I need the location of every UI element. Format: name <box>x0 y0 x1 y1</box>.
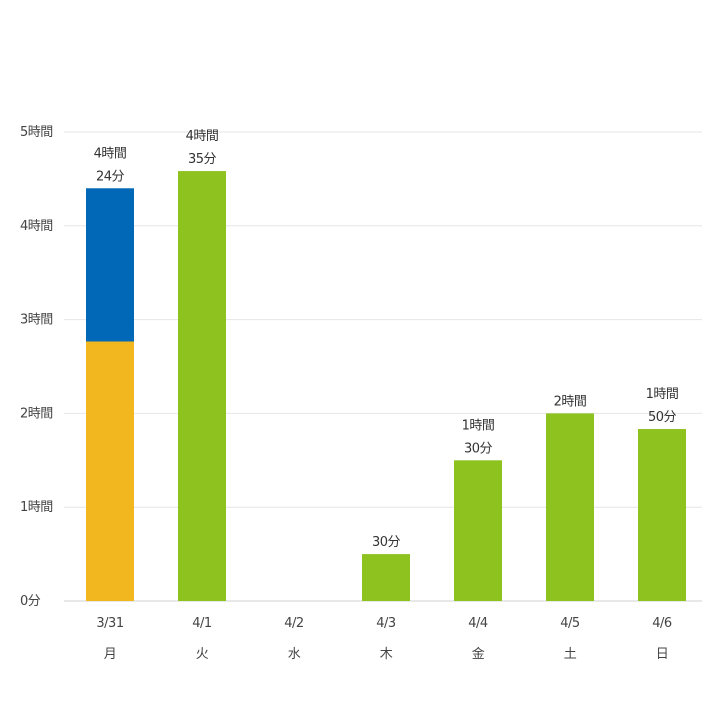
data-label: 30分 <box>464 441 493 456</box>
data-label: 4時間 <box>94 146 127 161</box>
y-tick-label: 2時間 <box>20 406 53 421</box>
data-label: 50分 <box>648 410 677 425</box>
bar-segment <box>454 460 502 601</box>
x-tick-day: 土 <box>564 647 577 662</box>
bar-segment <box>362 554 410 601</box>
x-tick-day: 金 <box>472 646 485 662</box>
bars <box>86 171 686 602</box>
y-tick-label: 4時間 <box>20 219 53 234</box>
x-tick-day: 月 <box>104 647 117 662</box>
data-label: 35分 <box>188 152 217 167</box>
x-tick-date: 4/3 <box>376 616 396 631</box>
bar-segment <box>86 341 134 601</box>
x-tick-date: 4/4 <box>468 616 488 631</box>
x-tick-date: 4/6 <box>652 616 672 631</box>
x-tick-day: 木 <box>380 647 393 662</box>
data-labels: 4時間 24分 4時間 35分 30分 1時間 30分 2時間 1時間 50分 <box>94 129 679 550</box>
x-tick-day: 水 <box>288 647 301 662</box>
y-axis-ticks: 0分 1時間 2時間 3時間 4時間 5時間 <box>20 125 53 609</box>
bar-segment <box>638 429 686 601</box>
x-tick-day: 火 <box>196 647 209 662</box>
bar-segment <box>546 413 594 601</box>
data-label: 30分 <box>372 535 401 550</box>
x-tick-day: 日 <box>656 647 669 662</box>
x-axis-labels: 3/31 月 4/1 火 4/2 水 4/3 木 4/4 金 4/5 土 4/6 日 <box>96 616 672 662</box>
gridlines <box>64 131 702 602</box>
x-tick-date: 3/31 <box>96 616 123 631</box>
data-label: 2時間 <box>554 394 587 409</box>
y-tick-label: 5時間 <box>20 125 53 140</box>
x-tick-date: 4/5 <box>560 616 580 631</box>
y-tick-label: 0分 <box>20 594 41 609</box>
data-label: 24分 <box>96 169 125 184</box>
bar-segment <box>86 188 134 342</box>
y-tick-label: 3時間 <box>20 313 53 328</box>
x-tick-date: 4/1 <box>192 616 212 631</box>
x-tick-date: 4/2 <box>284 616 303 631</box>
data-label: 1時間 <box>646 387 679 402</box>
data-label: 1時間 <box>462 418 495 433</box>
data-label: 4時間 <box>186 129 219 144</box>
y-tick-label: 1時間 <box>20 500 53 515</box>
bar-segment <box>178 171 226 602</box>
